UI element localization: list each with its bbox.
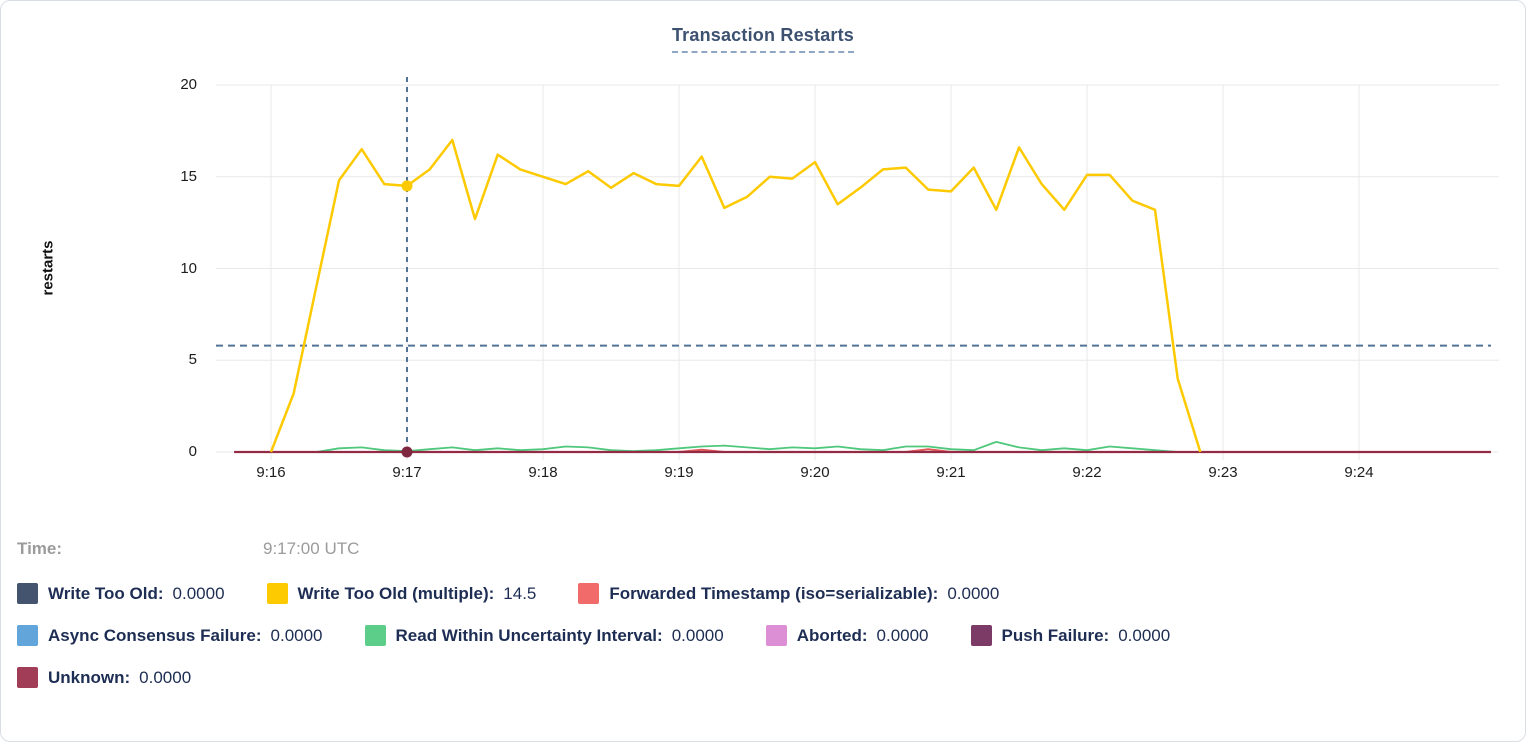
legend-item-aborted: Aborted: 0.0000 <box>765 625 929 646</box>
series-write-too-old-multiple- <box>269 138 1202 453</box>
legend-value: 0.0000 <box>270 625 323 645</box>
x-tick-label: 9:20 <box>800 464 830 481</box>
legend-item-write-too-old: Write Too Old: 0.0000 <box>17 583 225 604</box>
chart-title[interactable]: Transaction Restarts <box>671 25 855 53</box>
legend-color-swatch <box>765 625 787 646</box>
legend-row: Async Consensus Failure: 0.0000 Read Withi… <box>17 625 1509 646</box>
x-tick-label: 9:24 <box>1344 464 1374 481</box>
legend-value: 0.0000 <box>671 625 724 645</box>
legend-value: 14.5 <box>503 583 537 603</box>
legend-color-swatch <box>578 583 600 604</box>
legend-color-swatch <box>17 667 38 688</box>
legend-item-async-consensus-failure: Async Consensus Failure: 0.0000 <box>17 625 323 646</box>
chart-area: Transaction Restarts restarts 0 5 10 15 20 9… <box>1 1 1525 513</box>
legend-color-swatch <box>17 625 38 646</box>
hover-time-row: Time: 9:17:00 UTC <box>17 539 1509 559</box>
legend-label: Write Too Old (multiple): <box>297 583 495 603</box>
y-tick-label: 10 <box>180 259 197 277</box>
legend-label: Write Too Old: <box>48 583 164 603</box>
legend-label: Unknown: <box>48 667 131 687</box>
legend-value: 0.0000 <box>876 625 929 645</box>
legend-row: Write Too Old: 0.0000 Write Too Old (multi… <box>17 583 1509 604</box>
legend-label: Aborted: <box>796 625 868 645</box>
legend-item-push-failure: Push Failure: 0.0000 <box>970 625 1171 646</box>
legend-value: 0.0000 <box>172 583 225 603</box>
legend-item-unknown: Unknown: 0.0000 <box>17 667 191 688</box>
legend-label: Read Within Uncertainty Interval: <box>395 625 663 645</box>
transaction-restarts-plot[interactable] <box>201 64 1499 479</box>
legend-item-write-too-old-multiple: Write Too Old (multiple): 14.5 <box>266 583 537 604</box>
x-tick-label: 9:23 <box>1208 464 1238 481</box>
x-tick-label: 9:19 <box>664 464 694 481</box>
y-axis-label: restarts <box>39 240 57 296</box>
legend-color-swatch <box>17 583 38 604</box>
x-tick-label: 9:22 <box>1072 464 1102 481</box>
legend-item-forwarded-timestamp-iso-serializable: Forwarded Timestamp (iso=serializable): 0… <box>578 583 999 604</box>
x-tick-label: 9:17 <box>392 464 422 481</box>
y-tick-label: 0 <box>188 443 197 460</box>
hover-marker-write-too-old-multiple- <box>401 180 413 192</box>
series-read-within-uncertainty-interval <box>316 440 1178 453</box>
legend-value: 0.0000 <box>1118 625 1171 645</box>
legend-label: Async Consensus Failure: <box>48 625 262 645</box>
chart-legend: Write Too Old: 0.0000 Write Too Old (multi… <box>17 583 1509 688</box>
legend-label: Push Failure: <box>1001 625 1110 645</box>
legend-color-swatch <box>364 625 386 646</box>
time-value: 9:17:00 UTC <box>263 539 360 558</box>
legend-item-read-within-uncertainty-interval: Read Within Uncertainty Interval: 0.0000 <box>364 625 724 646</box>
y-tick-label: 20 <box>180 76 197 93</box>
legend-color-swatch <box>970 625 992 646</box>
y-tick-label: 15 <box>180 167 197 185</box>
x-tick-label: 9:16 <box>256 464 286 481</box>
legend-row: Unknown: 0.0000 <box>17 667 1509 688</box>
hover-marker-unknown <box>401 446 413 458</box>
legend-value: 0.0000 <box>947 583 1000 603</box>
legend-value: 0.0000 <box>139 667 192 687</box>
legend-color-swatch <box>266 583 288 604</box>
legend-label: Forwarded Timestamp (iso=serializable): <box>609 583 939 603</box>
time-label: Time: <box>17 539 63 558</box>
x-tick-label: 9:21 <box>936 464 966 481</box>
x-tick-label: 9:18 <box>528 464 558 481</box>
y-tick-label: 5 <box>188 351 197 369</box>
